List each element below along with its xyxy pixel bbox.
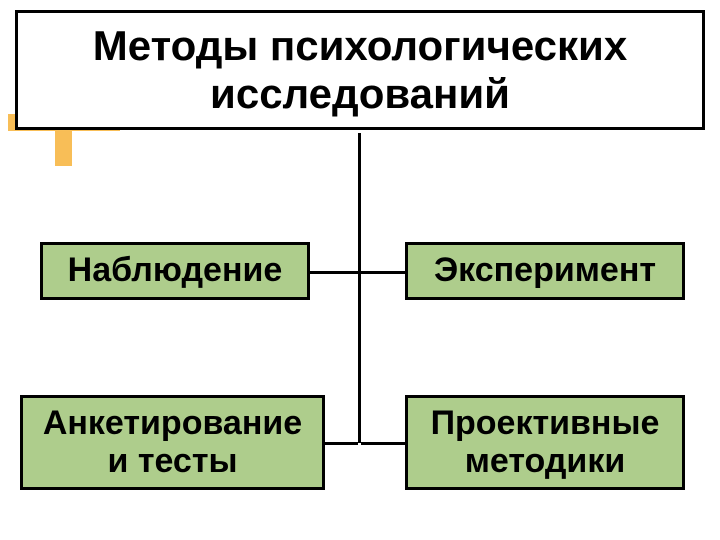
node-n4: Проективные методики <box>405 395 685 490</box>
title-text: Методы психологических исследований <box>28 22 692 119</box>
trunk-line <box>358 133 361 443</box>
connector <box>361 271 405 274</box>
node-label: Наблюдение <box>68 252 283 289</box>
title-box: Методы психологических исследований <box>15 10 705 130</box>
node-label: Анкетирование и тесты <box>31 405 314 480</box>
node-n2: Эксперимент <box>405 242 685 300</box>
connector <box>361 442 405 445</box>
node-label: Эксперимент <box>434 252 656 289</box>
connector <box>310 271 358 274</box>
node-label: Проективные методики <box>416 405 674 480</box>
connector <box>325 442 358 445</box>
node-n1: Наблюдение <box>40 242 310 300</box>
node-n3: Анкетирование и тесты <box>20 395 325 490</box>
